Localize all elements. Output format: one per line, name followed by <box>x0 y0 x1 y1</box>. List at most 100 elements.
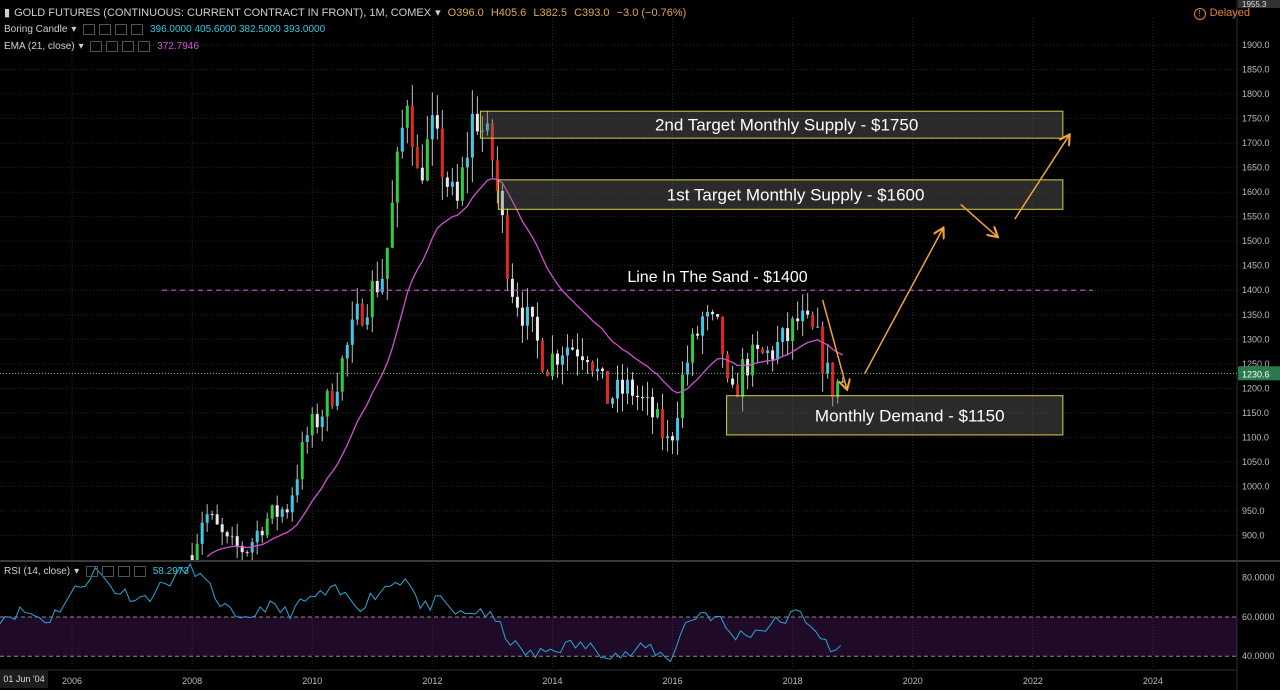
candle-body <box>661 408 665 439</box>
candle-body <box>295 479 299 496</box>
candle-body <box>686 362 690 375</box>
price-tick-label: 1100.0 <box>1242 432 1269 442</box>
candle-body <box>736 384 740 398</box>
open-value: O396.0 <box>447 7 484 19</box>
candle-body <box>530 306 534 317</box>
candle-body <box>240 545 244 553</box>
price-tick-label: 1400.0 <box>1242 285 1270 295</box>
symbol-icon: ▮ <box>4 7 11 19</box>
rsi-band <box>0 616 1237 657</box>
candle-body <box>656 408 660 418</box>
candle-body <box>470 113 474 158</box>
candle-body <box>355 303 359 320</box>
eye-icon[interactable] <box>90 41 103 52</box>
time-tick-label: 2024 <box>1143 676 1163 686</box>
candle-body <box>520 307 524 326</box>
candle-body <box>821 326 825 374</box>
candle-body <box>365 317 369 325</box>
candle-body <box>555 353 559 365</box>
time-tick-label: 2006 <box>62 676 82 686</box>
candle-body <box>420 167 424 181</box>
candle-body <box>410 105 414 147</box>
candle-body <box>385 247 389 279</box>
candle-body <box>766 350 770 354</box>
candle-body <box>631 379 635 396</box>
chevron-down-icon[interactable]: ▾ <box>74 566 80 578</box>
rsi-study-line: RSI (14, close) ▾ 58.2973 <box>4 566 193 577</box>
candle-body <box>220 524 224 533</box>
candle-body <box>806 310 810 315</box>
candle-body <box>270 505 274 519</box>
candle-body <box>836 381 840 398</box>
settings-icon[interactable] <box>99 24 112 35</box>
candle-body <box>621 379 625 394</box>
chevron-down-icon[interactable]: ▾ <box>78 41 84 53</box>
candle-body <box>190 555 194 560</box>
candle-body <box>320 416 324 428</box>
price-tick-label: 1700.0 <box>1242 138 1270 148</box>
candle-body <box>580 356 584 361</box>
price-tick-label: 1900.0 <box>1242 40 1270 50</box>
delayed-badge[interactable]: ! Delayed <box>1193 7 1250 20</box>
candle-body <box>575 349 579 357</box>
chevron-down-icon[interactable]: ▾ <box>435 7 441 19</box>
projection-arrow <box>821 299 847 388</box>
line-in-the-sand-label: Line In The Sand - $1400 <box>627 269 807 286</box>
rsi-study-name[interactable]: RSI (14, close) <box>4 566 71 578</box>
candle-body <box>330 390 334 407</box>
more-icon[interactable] <box>138 41 151 52</box>
candle-body <box>460 167 464 201</box>
close-icon[interactable] <box>115 24 128 35</box>
more-icon[interactable] <box>131 24 144 35</box>
price-tick-label: 900.0 <box>1242 530 1265 540</box>
time-tick-label: 2016 <box>663 676 683 686</box>
close-icon[interactable] <box>122 41 135 52</box>
candle-body <box>636 395 640 398</box>
time-tick-label: 2022 <box>1023 676 1043 686</box>
rsi-study-value: 58.2973 <box>152 566 189 578</box>
settings-icon[interactable] <box>101 566 114 577</box>
settings-icon[interactable] <box>106 41 119 52</box>
candle-body <box>801 310 805 322</box>
candle-body <box>651 396 655 418</box>
ema-study-name[interactable]: EMA (21, close) <box>4 41 75 53</box>
projection-arrow <box>864 229 943 374</box>
candle-body <box>430 115 434 140</box>
candle-body <box>776 342 780 360</box>
price-tick-label: 1500.0 <box>1242 236 1270 246</box>
ema-study-line: EMA (21, close) ▾ 372.7946 <box>4 41 203 52</box>
candle-body <box>721 316 725 355</box>
header-line: ▮ GOLD FUTURES (CONTINUOUS: CURRENT CONTR… <box>4 6 690 19</box>
candle-body <box>565 347 569 356</box>
candle-body <box>445 177 449 187</box>
chevron-down-icon[interactable]: ▾ <box>71 24 77 36</box>
candle-body <box>761 348 765 354</box>
close-icon[interactable] <box>117 566 130 577</box>
candle-body <box>515 296 519 308</box>
zone-label: 1st Target Monthly Supply - $1600 <box>667 186 925 205</box>
zone-label: Monthly Demand - $1150 <box>815 406 1005 425</box>
candle-body <box>500 190 504 216</box>
candle-study-name[interactable]: Boring Candle <box>4 24 68 36</box>
candle-body <box>600 368 604 371</box>
candle-body <box>490 123 494 161</box>
candle-body <box>771 350 775 360</box>
candle-body <box>701 316 705 336</box>
candle-body <box>485 123 489 131</box>
candle-body <box>751 344 755 376</box>
more-icon[interactable] <box>133 566 146 577</box>
candle-body <box>756 344 760 349</box>
candle-body <box>605 370 609 404</box>
candle-body <box>425 139 429 181</box>
price-tick-label: 1600.0 <box>1242 187 1270 197</box>
delayed-label: Delayed <box>1209 7 1250 19</box>
candle-body <box>671 436 675 441</box>
top-price-badge <box>1238 0 1280 8</box>
eye-icon[interactable] <box>85 566 98 577</box>
candle-body <box>350 319 354 345</box>
symbol-title[interactable]: GOLD FUTURES (CONTINUOUS: CURRENT CONTRA… <box>14 7 432 19</box>
price-tick-label: 1000.0 <box>1242 481 1270 491</box>
eye-icon[interactable] <box>83 24 96 35</box>
